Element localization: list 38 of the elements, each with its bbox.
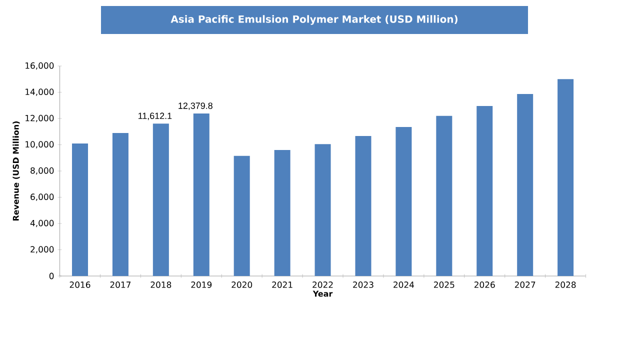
chart-title: Asia Pacific Emulsion Polymer Market (USD Million) [170,15,458,25]
y-tick-label: 2,000 [30,246,54,254]
bar [234,156,250,276]
y-tick-label: 6,000 [30,194,54,201]
bar [152,124,169,276]
bar [274,150,290,276]
x-tick-label: 2020 [232,282,252,288]
y-tick-label: 16,000 [26,62,54,70]
bar [436,116,452,276]
bar [314,144,331,276]
y-tick-label: 10,000 [26,141,54,148]
x-tick-label: 2023 [353,282,374,288]
y-tick-label: 12,000 [26,114,54,122]
x-tick-label: 2022 [312,282,333,288]
x-tick-label: 2026 [474,282,495,288]
bar [558,79,574,276]
bar [193,114,210,276]
y-tick-label: 14,000 [26,88,54,96]
x-tick-label: 2021 [272,282,292,288]
bar [396,127,412,276]
x-tick-label: 2024 [394,282,414,288]
x-tick-label: 2028 [555,282,576,288]
bar [476,106,493,276]
x-tick-label: 2027 [514,282,536,288]
bar [112,132,128,276]
y-tick-label: 8,000 [30,167,54,175]
bar [72,143,88,276]
x-tick-label: 2019 [191,282,212,288]
x-tick-label: 2017 [110,282,131,288]
bar [355,136,372,276]
y-tick-label: 4,000 [30,220,54,228]
x-tick-label: 2016 [70,282,90,288]
x-tick-label: 2018 [150,282,172,288]
bar [517,94,534,276]
x-tick-label: 2025 [434,282,454,288]
data-label: 12,379.8 [178,102,212,110]
y-tick-label: 0 [49,272,54,280]
data-label: 11,612.1 [138,112,172,120]
